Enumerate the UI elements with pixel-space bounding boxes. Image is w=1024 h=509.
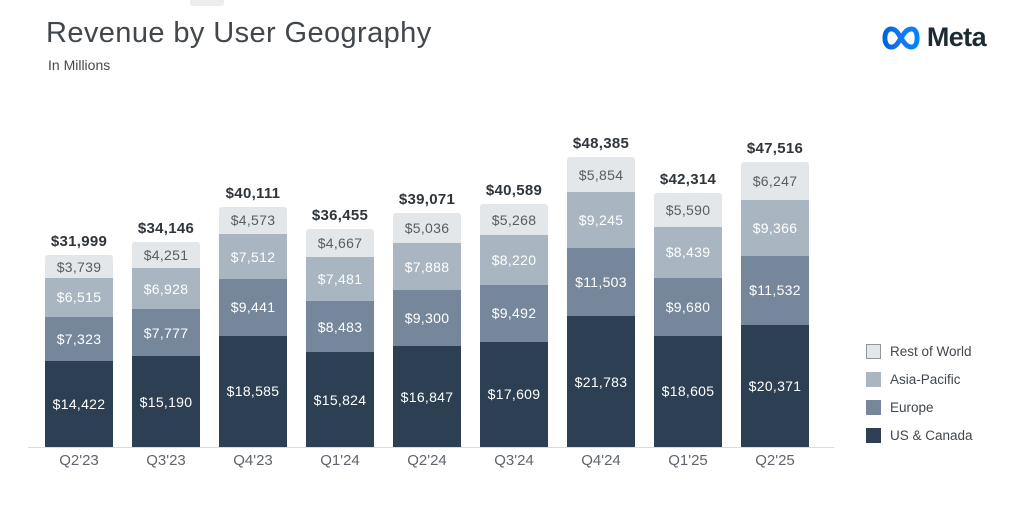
bar-column: $40,589 $5,268 $8,220 $9,492 $17,609 <box>480 182 548 447</box>
bar-segment: $6,247 <box>741 162 809 200</box>
legend-item: Asia-Pacific <box>866 372 973 387</box>
bar-segment: $15,190 <box>132 356 200 447</box>
bar-column: $39,071 $5,036 $7,888 $9,300 $16,847 <box>393 191 461 447</box>
bar-segment: $18,605 <box>654 335 722 447</box>
bar-segment: $21,783 <box>567 316 635 447</box>
bar-stack: $6,247 $9,366 $11,532 $20,371 <box>741 162 809 447</box>
bar-segment: $6,515 <box>45 277 113 317</box>
bar-segment: $20,371 <box>741 324 809 447</box>
bar-segment: $9,245 <box>567 192 635 248</box>
bar-segment: $7,323 <box>45 316 113 361</box>
bar-segment: $16,847 <box>393 346 461 447</box>
x-axis-labels: Q2'23 Q3'23 Q4'23 Q1'24 Q2'24 Q3'24 Q4'24 Q1'25… <box>45 452 809 469</box>
bar-stack: $5,854 $9,245 $11,503 $21,783 <box>567 157 635 447</box>
bar-column: $31,999 $3,739 $6,515 $7,323 $14,422 <box>45 233 113 447</box>
legend-label: US & Canada <box>890 428 973 443</box>
bar-segment: $5,590 <box>654 193 722 227</box>
legend-swatch <box>866 372 881 387</box>
bar-total-label: $42,314 <box>659 171 717 189</box>
legend-label: Asia-Pacific <box>890 372 961 387</box>
bar-segment: $11,503 <box>567 247 635 317</box>
bar-stack: $4,251 $6,928 $7,777 $15,190 <box>132 242 200 447</box>
bar-stack: $5,590 $8,439 $9,680 $18,605 <box>654 193 722 447</box>
bar-stack: $3,739 $6,515 $7,323 $14,422 <box>45 255 113 447</box>
x-axis-label: Q4'23 <box>233 452 273 469</box>
bar-column: $47,516 $6,247 $9,366 $11,532 $20,371 <box>741 140 809 447</box>
x-axis-label: Q2'23 <box>59 452 99 469</box>
page-title: Revenue by User Geography <box>46 17 432 49</box>
x-axis-label: Q2'24 <box>407 452 447 469</box>
bar-segment: $4,667 <box>306 228 374 257</box>
legend-item: Rest of World <box>866 344 973 359</box>
bar-segment: $8,220 <box>480 235 548 285</box>
x-axis-label: Q3'23 <box>146 452 186 469</box>
legend-swatch <box>866 344 881 359</box>
x-axis-label: Q2'25 <box>755 452 795 469</box>
bar-segment: $9,492 <box>480 284 548 342</box>
stacked-bar-chart: $31,999 $3,739 $6,515 $7,323 $14,422 $34,146 $… <box>45 135 809 447</box>
bar-segment: $14,422 <box>45 360 113 447</box>
bar-segment: $17,609 <box>480 341 548 447</box>
legend-label: Europe <box>890 400 934 415</box>
bar-column: $36,455 $4,667 $7,481 $8,483 $15,824 <box>306 207 374 447</box>
bar-total-label: $40,589 <box>485 181 543 199</box>
legend-swatch <box>866 428 881 443</box>
page-subtitle: In Millions <box>48 57 111 73</box>
bar-stack: $4,667 $7,481 $8,483 $15,824 <box>306 228 374 447</box>
bar-segment: $4,251 <box>132 242 200 268</box>
bar-segment: $7,888 <box>393 243 461 291</box>
bar-segment: $8,439 <box>654 226 722 278</box>
x-axis-label: Q4'24 <box>581 452 621 469</box>
bar-segment: $5,036 <box>393 212 461 244</box>
bar-segment: $9,366 <box>741 199 809 256</box>
bar-segment: $3,739 <box>45 255 113 278</box>
bar-segment: $5,268 <box>480 203 548 236</box>
bar-total-label: $36,455 <box>311 206 369 224</box>
meta-infinity-icon <box>882 25 920 50</box>
bar-segment: $9,680 <box>654 277 722 336</box>
bar-segment: $5,854 <box>567 157 635 193</box>
bar-segment: $15,824 <box>306 352 374 447</box>
legend-item: Europe <box>866 400 973 415</box>
bar-segment: $9,441 <box>219 279 287 336</box>
legend-label: Rest of World <box>890 344 972 359</box>
meta-wordmark: Meta <box>926 22 987 52</box>
legend-item: US & Canada <box>866 428 973 443</box>
bar-segment: $11,532 <box>741 255 809 325</box>
meta-logo: Meta <box>880 22 987 53</box>
screen-edge-artifact <box>190 0 224 6</box>
bar-segment: $6,928 <box>132 267 200 310</box>
bar-stack: $5,036 $7,888 $9,300 $16,847 <box>393 212 461 447</box>
bar-column: $42,314 $5,590 $8,439 $9,680 $18,605 <box>654 171 722 447</box>
bar-total-label: $31,999 <box>50 233 108 251</box>
x-axis-label: Q1'24 <box>320 452 360 469</box>
bar-segment: $8,483 <box>306 301 374 353</box>
x-axis-label: Q1'25 <box>668 452 708 469</box>
chart-legend: Rest of World Asia-Pacific Europe US & Cana… <box>866 344 973 443</box>
bar-segment: $9,300 <box>393 290 461 346</box>
bar-segment: $7,481 <box>306 256 374 302</box>
bar-column: $40,111 $4,573 $7,512 $9,441 $18,585 <box>219 185 287 447</box>
bar-segment: $4,573 <box>219 206 287 235</box>
bar-segment: $18,585 <box>219 335 287 447</box>
bar-total-label: $40,111 <box>225 184 281 202</box>
bar-column: $48,385 $5,854 $9,245 $11,503 $21,783 <box>567 135 635 447</box>
bar-total-label: $48,385 <box>572 135 630 153</box>
bar-stack: $5,268 $8,220 $9,492 $17,609 <box>480 203 548 447</box>
bar-total-label: $47,516 <box>746 140 804 158</box>
bar-stack: $4,573 $7,512 $9,441 $18,585 <box>219 206 287 447</box>
x-axis-line <box>28 447 834 448</box>
legend-swatch <box>866 400 881 415</box>
bar-total-label: $34,146 <box>137 220 195 238</box>
bar-total-label: $39,071 <box>398 190 456 208</box>
x-axis-label: Q3'24 <box>494 452 534 469</box>
bar-segment: $7,777 <box>132 309 200 356</box>
bar-column: $34,146 $4,251 $6,928 $7,777 $15,190 <box>132 220 200 447</box>
bar-segment: $7,512 <box>219 234 287 280</box>
